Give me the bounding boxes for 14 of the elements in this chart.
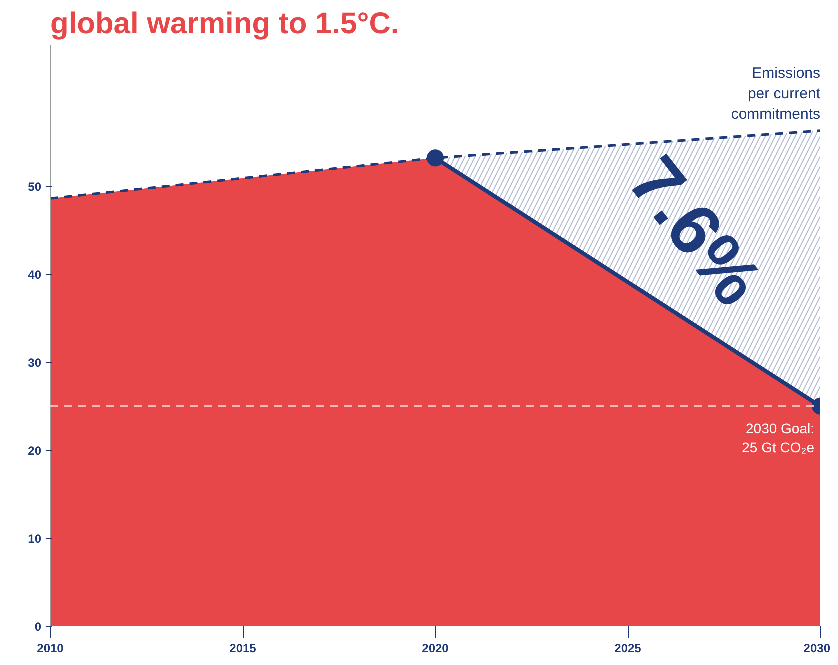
- y-tick-label: 10: [28, 532, 42, 546]
- y-tick-label: 20: [28, 444, 42, 458]
- x-tick-label: 2030: [804, 642, 831, 656]
- y-tick-label: 40: [28, 268, 42, 282]
- x-tick-label: 2015: [230, 642, 257, 656]
- ref-line-label: 2030 Goal: 25 Gt CO₂e: [742, 420, 815, 456]
- x-tick-label: 2020: [422, 642, 450, 656]
- y-tick-label: 50: [28, 180, 42, 194]
- chart-title: global warming to 1.5°C.: [50, 8, 400, 40]
- y-tick-label: 30: [28, 356, 42, 370]
- x-tick-label: 2010: [37, 642, 64, 656]
- y-tick-label: 0: [34, 620, 42, 634]
- series-label: Emissions per current commitments: [731, 65, 822, 123]
- x-tick-label: 2025: [614, 642, 642, 656]
